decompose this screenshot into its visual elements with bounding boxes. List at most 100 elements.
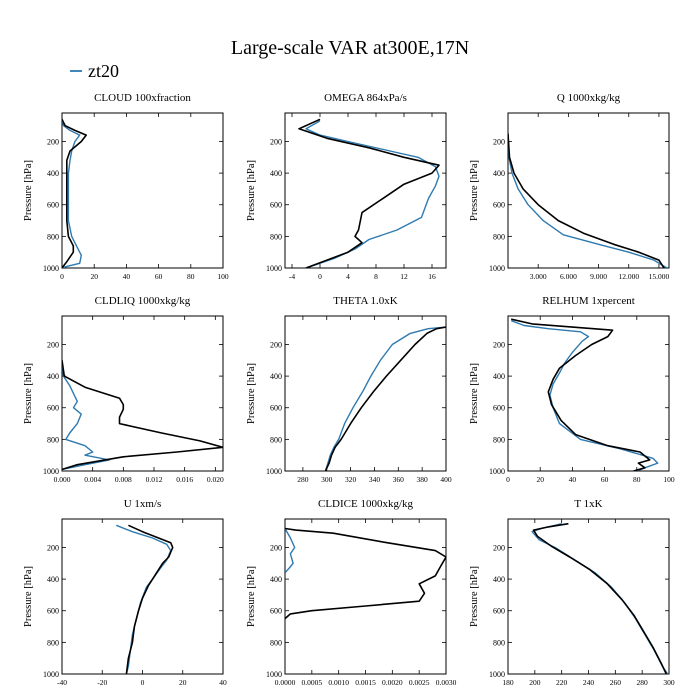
panel-5: THETA 1.0xK Pressure [hPa] 200 400 600 800 100…: [246, 295, 452, 484]
plot-frame: [284, 112, 447, 269]
y-tick-label: 400: [47, 169, 59, 178]
x-tick-label: 0.0000: [275, 678, 296, 687]
x-tick-label: 20: [536, 475, 544, 484]
x-tick-label: 300: [663, 678, 675, 687]
y-axis-label: Pressure [hPa]: [246, 363, 257, 424]
y-tick-label: 400: [47, 372, 59, 381]
y-tick-label: 800: [47, 232, 59, 241]
y-tick-label: 600: [270, 607, 282, 616]
y-tick-label: 400: [493, 372, 505, 381]
plot-frame: [61, 112, 224, 269]
y-axis-label: Pressure [hPa]: [23, 566, 34, 627]
x-tick-label: 16: [428, 272, 436, 281]
x-tick-label: 9.000: [590, 272, 607, 281]
series-line-reference: [508, 133, 665, 268]
panel-2: OMEGA 864xPa/s Pressure [hPa] 200 400 600 800…: [246, 92, 447, 281]
legend-label-zt20: zt20: [88, 61, 119, 81]
y-tick-label: 400: [270, 169, 282, 178]
y-tick-label: 1000: [266, 264, 282, 273]
x-tick-label: 0.016: [176, 475, 193, 484]
y-tick-label: 600: [493, 201, 505, 210]
x-tick-label: 0: [318, 272, 322, 281]
panel-title: RELHUM 1xpercent: [542, 295, 635, 307]
x-tick-label: 60: [601, 475, 609, 484]
panel-8: CLDICE 1000xkg/kg Pressure [hPa] 200 400 600…: [246, 498, 457, 687]
y-tick-label: 600: [270, 404, 282, 413]
plot-frame: [507, 315, 670, 472]
y-axis-label: Pressure [hPa]: [23, 160, 34, 221]
x-tick-label: 0: [506, 475, 510, 484]
y-tick-label: 200: [47, 137, 59, 146]
series-line-reference: [62, 360, 223, 471]
y-axis-label: Pressure [hPa]: [469, 566, 480, 627]
panel-title: T 1xK: [574, 498, 602, 510]
x-tick-label: -4: [289, 272, 295, 281]
panel-title: CLOUD 100xfraction: [94, 92, 191, 104]
y-tick-label: 1000: [43, 264, 59, 273]
x-tick-label: 380: [417, 475, 429, 484]
y-tick-label: 600: [47, 607, 59, 616]
x-tick-label: 0.000: [54, 475, 71, 484]
y-tick-label: 1000: [489, 670, 505, 679]
figure-title: Large-scale VAR at300E,17N: [231, 37, 469, 59]
x-tick-label: 40: [123, 272, 131, 281]
x-tick-label: 80: [187, 272, 195, 281]
series-line-zt20: [508, 133, 668, 268]
x-tick-label: 400: [440, 475, 452, 484]
y-tick-label: 800: [270, 638, 282, 647]
y-tick-label: 800: [270, 435, 282, 444]
y-tick-label: 600: [47, 201, 59, 210]
plot-frame: [284, 315, 447, 472]
y-tick-label: 200: [493, 340, 505, 349]
y-axis-label: Pressure [hPa]: [246, 566, 257, 627]
panel-title: THETA 1.0xK: [333, 295, 398, 307]
x-tick-label: 260: [610, 678, 622, 687]
x-tick-label: 0.008: [115, 475, 132, 484]
x-tick-label: 320: [345, 475, 357, 484]
panel-title: CLDLIQ 1000xkg/kg: [95, 295, 191, 307]
y-tick-label: 600: [493, 607, 505, 616]
panel-4: CLDLIQ 1000xkg/kg Pressure [hPa] 200 400 600…: [23, 295, 224, 484]
series-line-reference: [511, 318, 651, 471]
x-tick-label: 0.020: [207, 475, 224, 484]
y-tick-label: 400: [270, 575, 282, 584]
panel-1: CLOUD 100xfraction Pressure [hPa] 200 400 60…: [23, 92, 229, 281]
x-tick-label: 0.012: [146, 475, 163, 484]
x-tick-label: 60: [155, 272, 163, 281]
legend: zt20: [70, 61, 119, 81]
y-tick-label: 1000: [43, 670, 59, 679]
y-tick-label: 1000: [266, 670, 282, 679]
y-tick-label: 800: [493, 435, 505, 444]
y-tick-label: 200: [47, 340, 59, 349]
y-axis-label: Pressure [hPa]: [246, 160, 257, 221]
x-tick-label: 300: [321, 475, 333, 484]
x-tick-label: 280: [637, 678, 649, 687]
y-tick-label: 800: [47, 435, 59, 444]
x-tick-label: 80: [633, 475, 641, 484]
plot-frame: [61, 315, 224, 472]
x-tick-label: 100: [663, 475, 675, 484]
x-tick-label: 40: [219, 678, 227, 687]
series-line-reference: [298, 118, 440, 268]
x-tick-label: 20: [179, 678, 187, 687]
y-axis-label: Pressure [hPa]: [23, 363, 34, 424]
y-tick-label: 1000: [489, 467, 505, 476]
series-line-reference: [532, 522, 668, 674]
y-tick-label: 400: [47, 575, 59, 584]
x-tick-label: 0.0010: [328, 678, 349, 687]
x-tick-label: 0.0015: [355, 678, 376, 687]
x-tick-label: 6.000: [560, 272, 577, 281]
series-line-reference: [285, 527, 446, 620]
series-line-zt20: [305, 120, 440, 268]
y-tick-label: 200: [270, 543, 282, 552]
x-tick-label: 220: [556, 678, 568, 687]
y-tick-label: 600: [270, 201, 282, 210]
x-tick-label: 8: [374, 272, 378, 281]
y-tick-label: 800: [493, 638, 505, 647]
x-tick-label: 280: [297, 475, 309, 484]
x-tick-label: 180: [502, 678, 514, 687]
x-tick-label: 20: [90, 272, 98, 281]
